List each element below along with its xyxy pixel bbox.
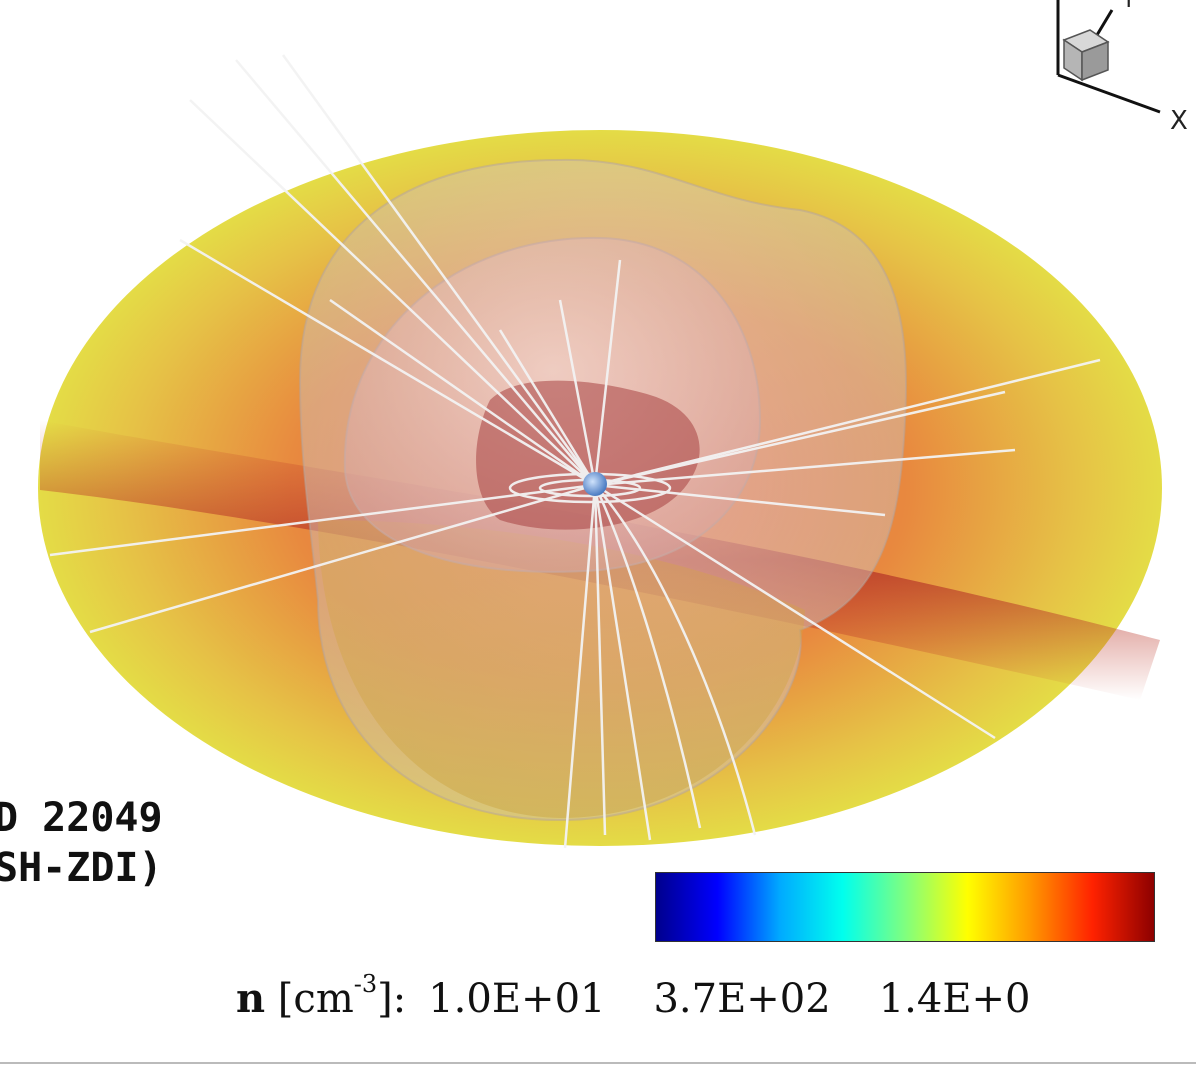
axis-triad [1056,0,1161,114]
legend-tick-2: 3.7E+02 [653,976,831,1022]
legend-unit-open: [cm [265,976,354,1022]
legend-tick-1: 1.0E+01 [428,976,606,1022]
legend-unit-close: ]: [377,976,407,1022]
legend-tick-3: 1.4E+0 [878,976,1031,1022]
legend-variable: n [236,975,266,1022]
legend-unit-exponent: -3 [353,969,378,998]
magnetic-field-lines [49,54,1101,849]
lower-shell [318,520,805,818]
axis-x-label: X [1170,106,1188,136]
colorbar [655,872,1155,942]
colorbar-legend: n [cm-3]: 1.0E+01 3.7E+02 1.4E+0 [236,970,1031,1022]
axis-cube-icon [1062,29,1110,82]
star-name-label: D 22049 [0,795,163,841]
colorbar-outline [655,872,1155,942]
bottom-divider [0,1062,1196,1064]
model-name-label: SH-ZDI) [0,845,163,891]
star [583,472,607,496]
axis-y-label: Y [1122,0,1136,13]
